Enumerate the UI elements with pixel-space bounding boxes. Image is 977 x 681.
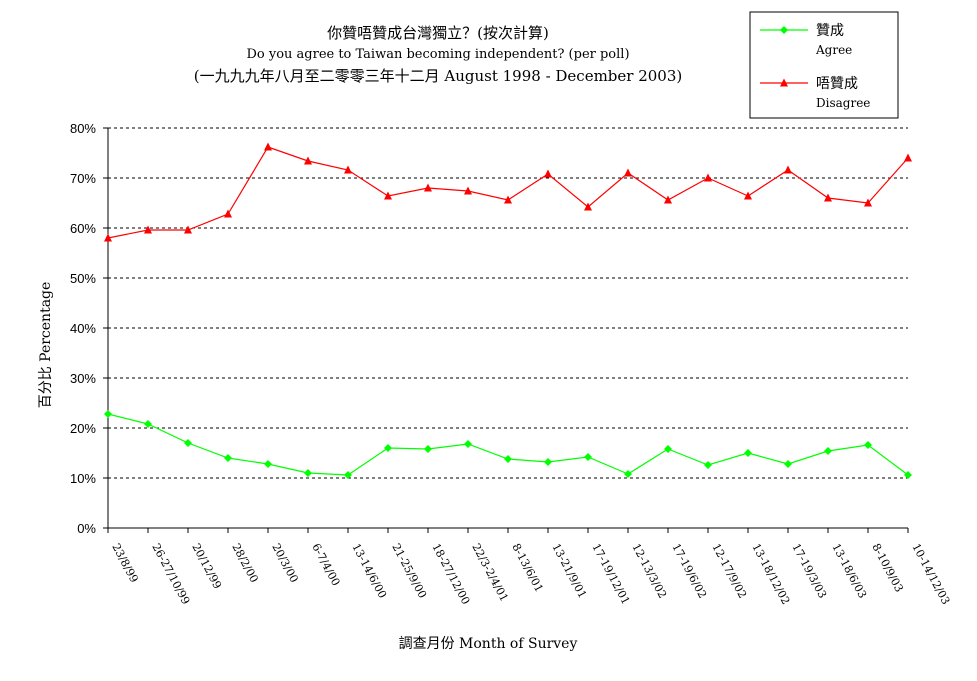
data-point: [104, 410, 112, 418]
y-tick-label: 50%: [70, 271, 96, 286]
data-point: [784, 165, 792, 174]
x-tick-label: 13-18/6/03: [829, 541, 869, 600]
data-point: [304, 469, 312, 477]
x-tick-label: 22/3-2/4/01: [469, 541, 510, 603]
x-tick-label: 8-10/9/03: [869, 541, 905, 594]
x-tick-label: 20/12/99: [189, 541, 224, 591]
grid: [108, 127, 908, 479]
data-point: [264, 460, 272, 468]
data-point: [384, 191, 392, 200]
x-tick-label: 12-13/3/02: [629, 541, 669, 600]
data-point: [224, 209, 232, 218]
data-point: [864, 198, 872, 207]
x-tick-label: 17-19/6/02: [669, 541, 709, 600]
x-tick-label: 18-27/12/00: [429, 541, 472, 606]
y-tick-label: 20%: [70, 421, 96, 436]
data-point: [704, 461, 712, 469]
x-tick-label: 6-7/4/00: [309, 541, 342, 588]
data-point: [504, 195, 512, 204]
chart-title: 你贊唔贊成台灣獨立？(按次計算): [327, 24, 549, 42]
x-tick-label: 13-14/6/00: [349, 541, 389, 600]
y-tick-label: 60%: [70, 221, 96, 236]
y-tick-label: 40%: [70, 321, 96, 336]
x-tick-label: 20/3/00: [269, 541, 300, 585]
series-points-agree: [104, 410, 912, 479]
data-point: [304, 156, 312, 165]
y-tick-label: 10%: [70, 471, 96, 486]
data-point: [864, 441, 872, 449]
data-point: [744, 449, 752, 457]
data-point: [780, 78, 788, 87]
data-point: [824, 447, 832, 455]
y-axis-label: 百分比 Percentage: [38, 282, 54, 409]
data-point: [464, 186, 472, 195]
data-point: [144, 420, 152, 428]
x-tick-label: 28/2/00: [229, 541, 260, 585]
data-point: [544, 458, 552, 466]
data-point: [584, 202, 592, 211]
data-point: [664, 195, 672, 204]
x-tick-label: 10-14/12/03: [909, 541, 952, 606]
data-point: [224, 454, 232, 462]
x-tick-label: 17-19/12/01: [589, 541, 632, 606]
data-point: [344, 471, 352, 479]
data-point: [824, 193, 832, 202]
data-point: [264, 142, 272, 151]
data-point: [144, 225, 152, 234]
y-tick-label: 80%: [70, 121, 96, 136]
data-point: [104, 233, 112, 242]
legend: 贊成 Agree 唔贊成 Disagree: [749, 11, 899, 119]
data-point: [464, 440, 472, 448]
data-point: [184, 225, 192, 234]
data-point: [584, 453, 592, 461]
legend-label-en: Agree: [815, 43, 852, 57]
legend-label: 贊成: [816, 23, 844, 39]
x-axis-label: 調查月份 Month of Survey: [399, 636, 578, 652]
data-point: [424, 183, 432, 192]
x-tick-label: 13-21/9/01: [549, 541, 589, 600]
y-tick-label: 30%: [70, 371, 96, 386]
data-point: [504, 455, 512, 463]
x-tick-label: 12-17/9/02: [709, 541, 749, 600]
series-points-disagree: [104, 142, 912, 242]
chart-subtitle-period: (一九九九年八月至二零零三年十二月 August 1998 - December…: [194, 67, 683, 85]
data-point: [664, 445, 672, 453]
data-point: [384, 444, 392, 452]
data-point: [780, 26, 788, 34]
data-point: [424, 445, 432, 453]
series-line-disagree: [107, 146, 909, 239]
data-point: [904, 471, 912, 479]
data-point: [344, 165, 352, 174]
series-group: [104, 142, 912, 479]
x-tick-label: 21-25/9/00: [389, 541, 429, 600]
y-tick-label: 70%: [70, 171, 96, 186]
x-tick-label: 26-27/10/99: [149, 541, 192, 606]
y-tick-label: 0%: [77, 521, 96, 536]
data-point: [784, 460, 792, 468]
axes: [107, 128, 908, 529]
data-point: [624, 168, 632, 177]
data-point: [744, 191, 752, 200]
chart-subtitle: Do you agree to Taiwan becoming independ…: [246, 47, 629, 62]
x-tick-label: 17-19/3/03: [789, 541, 829, 600]
x-tick-label: 23/8/99: [109, 541, 140, 585]
data-point: [624, 470, 632, 478]
data-point: [904, 153, 912, 162]
data-point: [544, 169, 552, 178]
y-axis-ticks: 0% 10% 20% 30% 40% 50% 60% 70% 80%: [70, 121, 108, 536]
legend-label-en: Disagree: [816, 96, 870, 110]
data-point: [184, 439, 192, 447]
data-point: [704, 173, 712, 182]
x-tick-label: 8-13/6/01: [509, 541, 545, 594]
legend-label: 唔贊成: [816, 76, 858, 92]
x-tick-label: 13-18/12/02: [749, 541, 792, 606]
